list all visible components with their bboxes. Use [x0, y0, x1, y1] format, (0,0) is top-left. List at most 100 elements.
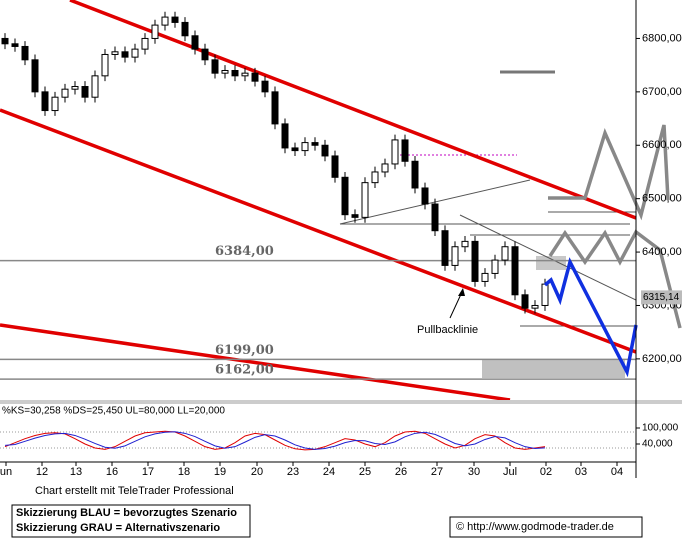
y-tick-label: 6800,00 [642, 32, 682, 44]
candle-body [251, 72, 259, 82]
x-tick-label: 16 [106, 466, 118, 478]
y-tick-label: 100,000 [642, 423, 679, 434]
x-tick-label: 24 [323, 466, 335, 478]
candle-body [481, 272, 489, 282]
candle-body [131, 48, 139, 58]
x-tick-label: 19 [214, 466, 226, 478]
level-label: 6199,00 [215, 343, 274, 358]
candle-body [41, 91, 49, 112]
helper-lines [339, 179, 637, 327]
x-tick-label: 04 [611, 466, 623, 478]
candle-body [241, 72, 249, 77]
candle-body [121, 51, 129, 58]
candle-body [461, 240, 469, 248]
x-tick-label: un [0, 466, 12, 478]
x-tick-label: 25 [359, 466, 371, 478]
candle-body [171, 16, 179, 23]
candle-body [491, 259, 499, 274]
candle-body [51, 96, 59, 112]
legend-entry: Skizzierung GRAU = Alternativszenario [16, 522, 220, 534]
candle-body [31, 59, 39, 93]
candle-body [81, 86, 89, 98]
blue-scenario [543, 257, 638, 378]
candle-body [501, 246, 509, 261]
credit: Chart erstellt mit TeleTrader Profession… [35, 485, 234, 497]
candle-body [71, 86, 79, 90]
arrow-head [458, 288, 465, 296]
candle-body [511, 246, 519, 296]
y-tick-label: 6200,00 [642, 353, 682, 365]
candle-body [91, 75, 99, 98]
candle-body [301, 142, 309, 152]
level-label: 6162,00 [215, 363, 274, 378]
candle-body [401, 139, 409, 162]
x-tick-label: 13 [70, 466, 82, 478]
candle-body [311, 142, 319, 146]
legend-entry: Skizzierung BLAU = bevorzugtes Szenario [16, 507, 237, 519]
candle-body [381, 163, 389, 173]
x-tick-label: Jul [503, 466, 517, 478]
x-tick-label: 18 [178, 466, 190, 478]
gray-scenario [548, 124, 670, 221]
annotation: Pullbacklinie [417, 324, 478, 336]
x-tick-label: 26 [395, 466, 407, 478]
gray-scenario-low [548, 229, 682, 329]
copyright: © http://www.godmode-trader.de [456, 521, 614, 533]
candle-body [541, 283, 549, 306]
candle-body [371, 171, 379, 184]
candle-body [441, 230, 449, 266]
candle-body [321, 144, 329, 157]
candle-body [141, 37, 149, 50]
legend-box [11, 504, 251, 538]
candle-body [361, 182, 369, 218]
candle-body [191, 35, 199, 50]
x-tick-label: 30 [468, 466, 480, 478]
candle-body [21, 45, 29, 61]
separator [0, 400, 682, 404]
copyright-box [449, 516, 643, 538]
indicator-line [4, 431, 546, 450]
candle-body [391, 139, 399, 165]
candle-body [451, 246, 459, 266]
y-tick-label: 6700,00 [642, 86, 682, 98]
candle-body [531, 304, 539, 309]
last-price-box [641, 290, 682, 305]
candle-body [351, 214, 359, 218]
candle-body [521, 294, 529, 309]
x-tick-label: 20 [251, 466, 263, 478]
x-tick-label: 23 [287, 466, 299, 478]
candle-body [211, 59, 219, 74]
candle-body [11, 43, 19, 47]
indicator-line [4, 430, 546, 451]
trend-channel [0, 0, 637, 402]
y-tick-label: 6400,00 [642, 246, 682, 258]
support-zone [482, 360, 625, 378]
candle-body [161, 16, 169, 26]
candle-body [1, 37, 9, 45]
x-tick-label: 12 [36, 466, 48, 478]
candle-body [61, 88, 69, 98]
candle-body [411, 160, 419, 189]
indicator-header: %KS=30,258 %DS=25,450 UL=80,000 LL=20,00… [2, 406, 225, 417]
candle-body [231, 69, 239, 77]
y-tick-label: 6600,00 [642, 139, 682, 151]
x-tick-label: 17 [142, 466, 154, 478]
candle-body [101, 53, 109, 77]
candle-body [181, 21, 189, 37]
candle-body [421, 187, 429, 205]
candle-body [281, 123, 289, 149]
level-label: 6384,00 [215, 244, 274, 259]
x-tick-label: 03 [575, 466, 587, 478]
candle-body [221, 69, 229, 74]
candle-body [271, 91, 279, 125]
y-tick-label: 40,000 [642, 439, 673, 450]
last-price-label: 6315,14 [643, 292, 680, 303]
arrow [449, 291, 463, 319]
candle-body [111, 51, 119, 55]
resistance-zone [536, 256, 566, 270]
candle-body [331, 155, 339, 178]
candle-body [151, 24, 159, 39]
candle-body [291, 147, 299, 152]
